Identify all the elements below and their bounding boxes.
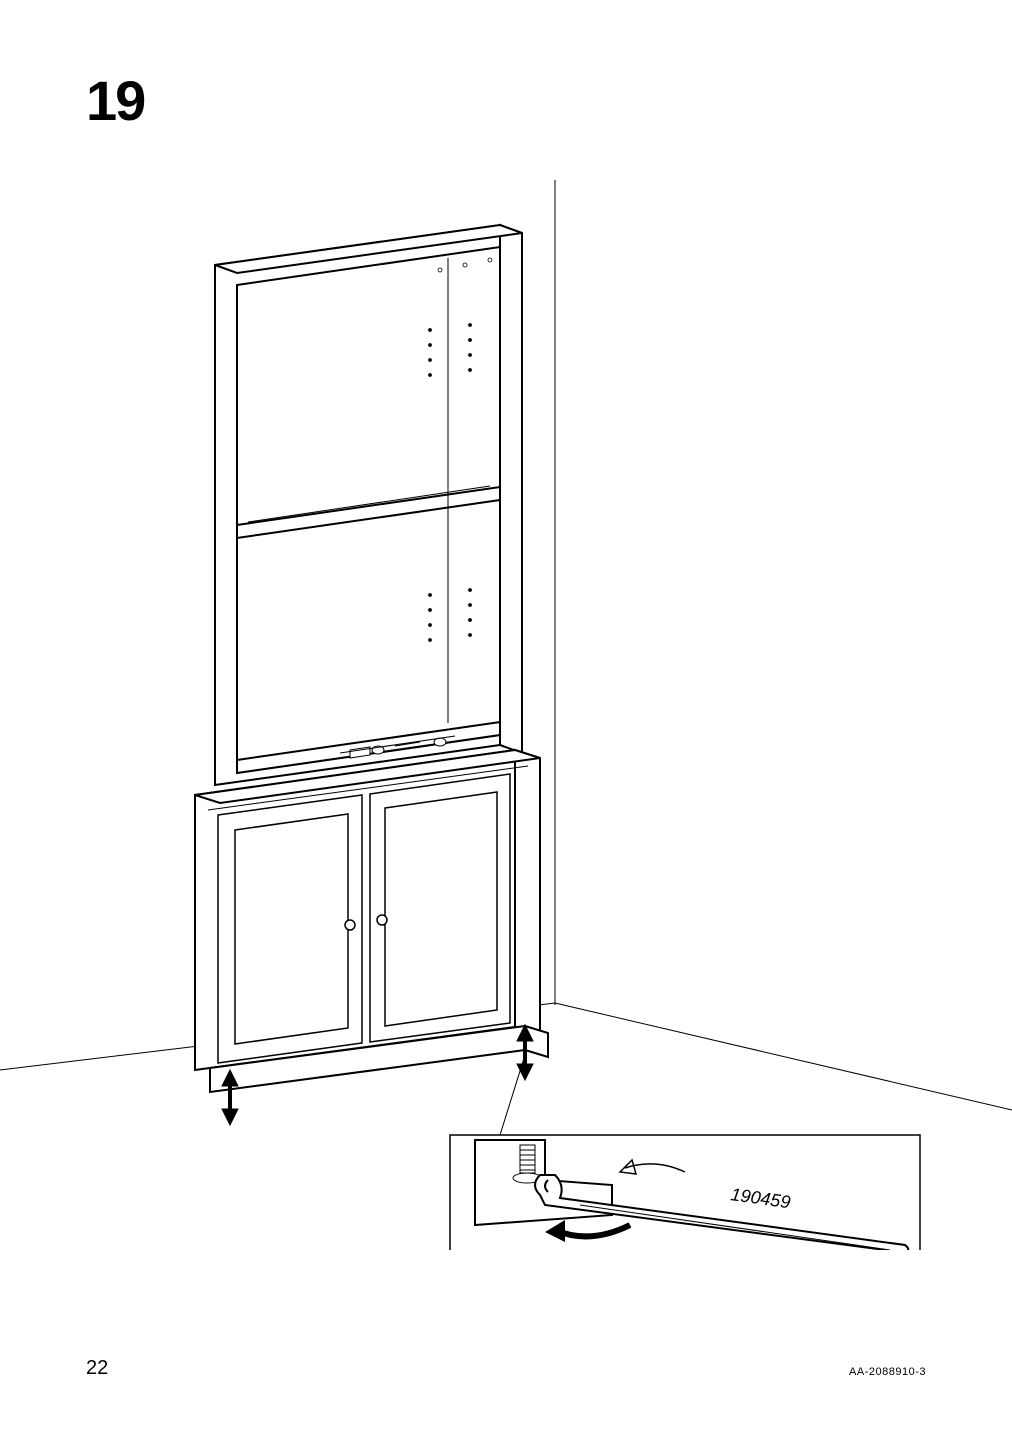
instruction-page: 19 [0, 0, 1012, 1432]
document-id: AA-2088910-3 [849, 1366, 926, 1378]
page-number: 22 [86, 1357, 108, 1380]
step-number: 19 [86, 68, 144, 133]
assembly-illustration: 190459 [0, 150, 1012, 1250]
